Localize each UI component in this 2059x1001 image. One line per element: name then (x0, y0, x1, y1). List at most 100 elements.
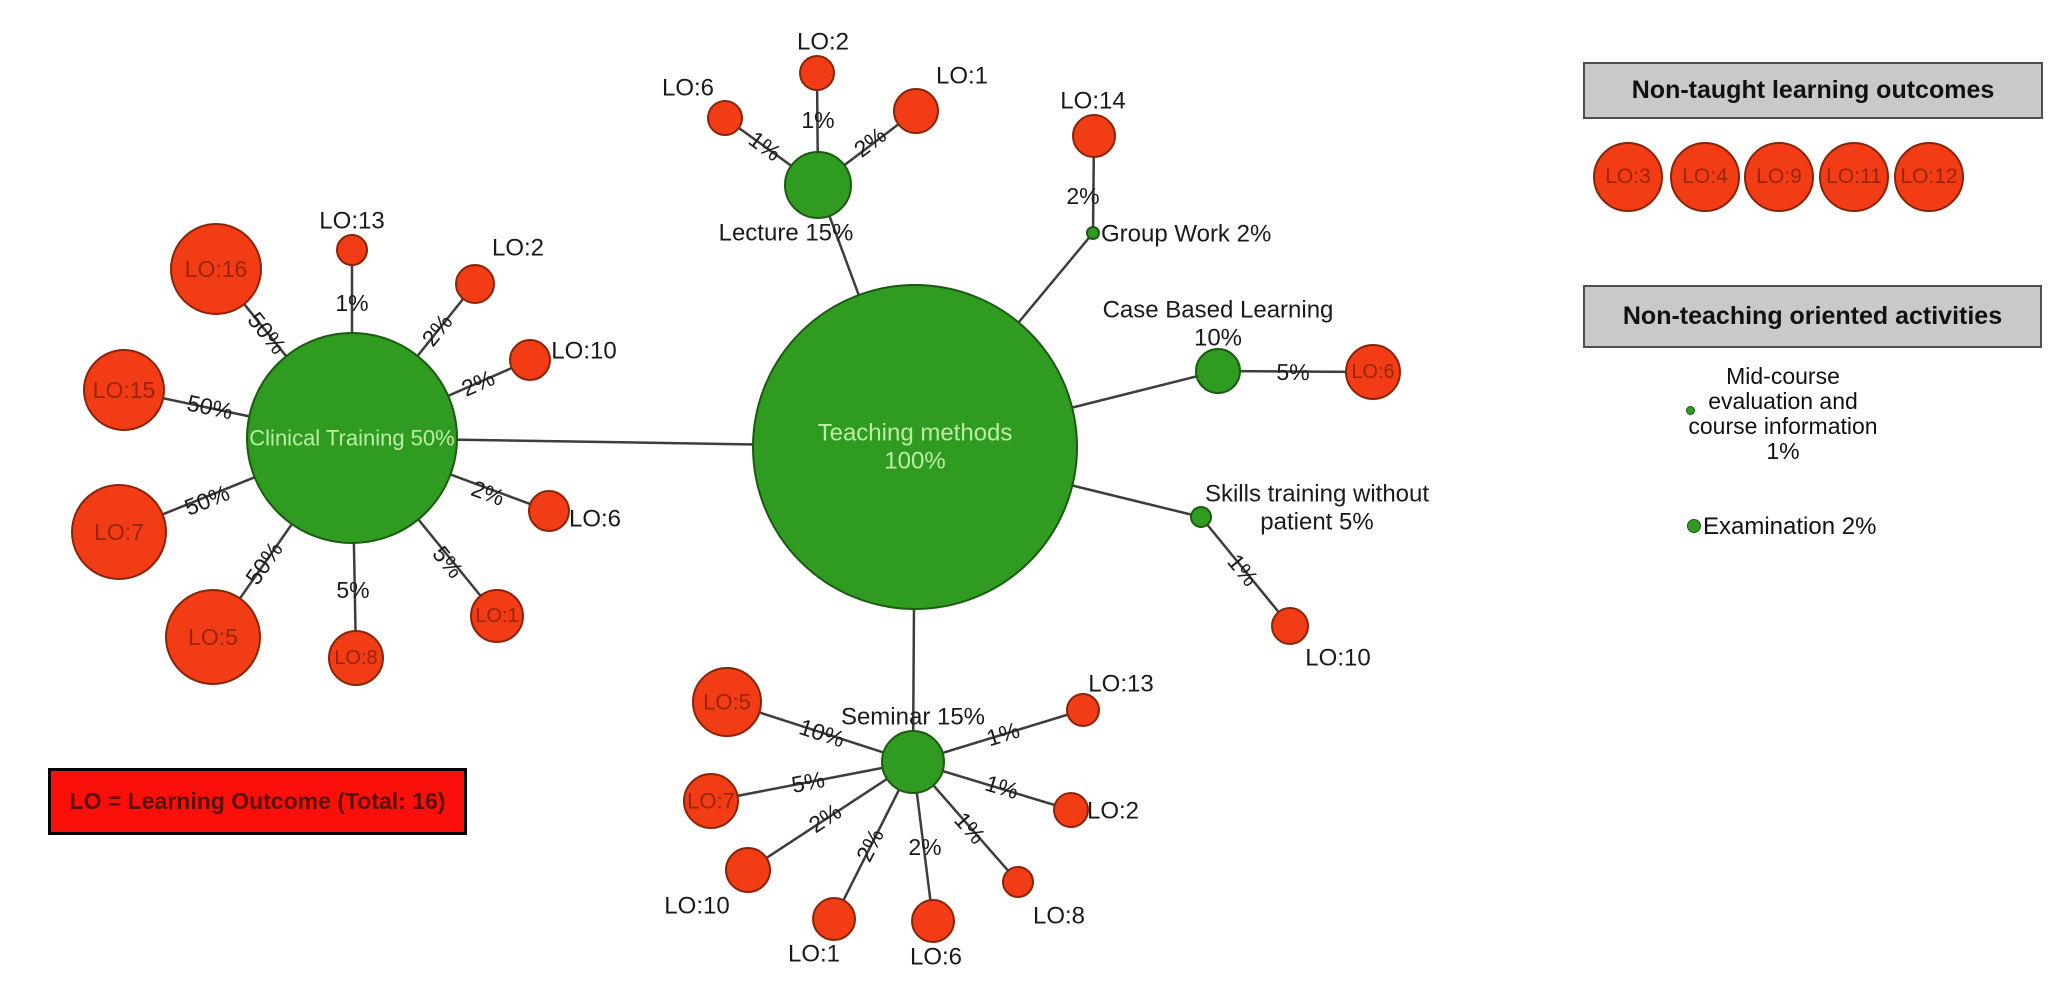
node-label-cl_lo8: LO:8 (334, 647, 377, 669)
non-taught-lo-label: LO:12 (1900, 165, 1958, 188)
edge-label-clinical-cl_lo5: 50% (240, 537, 288, 590)
edge-label-seminar-sem_lo7: 5% (789, 766, 827, 798)
node-label-cl_lo1: LO:1 (475, 605, 518, 627)
non-taught-lo-label: LO:3 (1605, 165, 1651, 188)
edge-label-seminar-sem_lo1: 2% (851, 824, 889, 865)
edge-label-clinical-cl_lo8: 5% (336, 577, 369, 603)
node-cl_lo5 (165, 589, 261, 685)
node-sem_lo2 (1053, 792, 1089, 828)
node-label-sem_lo6: LO:6 (910, 944, 962, 971)
edge-label-cbl-cbl_lo6: 5% (1276, 359, 1309, 385)
node-cl_lo16 (170, 223, 262, 315)
edge-label-clinical-cl_lo13: 1% (335, 290, 368, 316)
non-taught-lo-chip: LO:12 (1894, 142, 1964, 212)
node-label-sem_lo1: LO:1 (788, 941, 840, 968)
node-label-cl_lo16: LO:16 (185, 256, 248, 282)
node-cbl_lo6 (1345, 344, 1401, 400)
node-teaching (752, 284, 1078, 610)
edge-label-lecture-lec_lo2: 1% (801, 107, 834, 133)
node-sem_lo6 (911, 899, 955, 943)
non-taught-lo-chip: LO:3 (1593, 142, 1663, 212)
node-label-cbl: Case Based Learning (1103, 297, 1334, 324)
node-label-groupwork: Group Work 2% (1101, 221, 1271, 248)
non-taught-lo-label: LO:4 (1682, 165, 1728, 188)
node-cl_lo7 (71, 484, 167, 580)
node-label-sem_lo5: LO:5 (703, 690, 751, 715)
node-label-cbl_lo6: LO:6 (1351, 361, 1394, 383)
node-lecture (784, 151, 852, 219)
node-lec_lo1 (893, 88, 939, 134)
node-gw_lo14 (1072, 114, 1116, 158)
examination-label: Examination 2% (1703, 513, 1877, 540)
node-label-cl_lo13: LO:13 (319, 208, 384, 235)
edge-label-seminar-sem_lo6: 2% (908, 834, 941, 860)
edge-seminar-sem_lo7 (710, 760, 914, 803)
non-taught-lo-chip: LO:9 (1744, 142, 1814, 212)
edge-seminar-sem_lo10 (747, 760, 914, 872)
node-label-cbl: 10% (1194, 325, 1242, 352)
node-label-cl_lo2: LO:2 (492, 235, 544, 262)
node-cbl (1195, 348, 1241, 394)
edge-label-clinical-cl_lo16: 50% (242, 307, 291, 359)
non-teaching-activities-title: Non-teaching oriented activities (1622, 302, 2003, 330)
lo-abbreviation-note: LO = Learning Outcome (Total: 16) (48, 768, 467, 835)
node-label-teaching: 100% (884, 448, 945, 475)
node-lec_lo2 (799, 55, 835, 91)
node-sem_lo1 (812, 897, 856, 941)
node-label-seminar: Seminar 15% (841, 704, 985, 731)
midcourse-evaluation-dot (1686, 406, 1695, 415)
node-sem_lo13 (1066, 693, 1100, 727)
node-label-lecture: Lecture 15% (719, 220, 854, 247)
edge-label-seminar-sem_lo2: 1% (982, 770, 1021, 805)
node-sem_lo8 (1002, 866, 1034, 898)
edge-label-groupwork-gw_lo14: 2% (1066, 183, 1099, 209)
node-cl_lo8 (328, 630, 384, 686)
node-sem_lo7 (683, 773, 739, 829)
non-teaching-activities-header: Non-teaching oriented activities (1583, 285, 2042, 348)
edge-label-clinical-cl_lo15: 50% (185, 390, 235, 425)
node-seminar (881, 730, 945, 794)
lo-abbreviation-note-text: LO = Learning Outcome (Total: 16) (69, 788, 446, 814)
node-label-gw_lo14: LO:14 (1060, 88, 1125, 115)
node-label-lec_lo2: LO:2 (797, 29, 849, 56)
edge-label-clinical-cl_lo6: 2% (468, 475, 508, 511)
node-label-cl_lo5: LO:5 (188, 624, 238, 650)
node-label-sem_lo8: LO:8 (1033, 903, 1085, 930)
node-label-lec_lo6: LO:6 (662, 75, 714, 102)
edge-label-clinical-cl_lo10: 2% (458, 364, 499, 401)
node-cl_lo15 (83, 349, 165, 431)
non-taught-lo-label: LO:9 (1756, 165, 1802, 188)
node-label-sem_lo7: LO:7 (687, 789, 735, 814)
node-label-clinical: Clinical Training 50% (249, 426, 454, 451)
node-label-skills: patient 5% (1260, 509, 1373, 536)
node-cl_lo13 (336, 234, 368, 266)
node-label-teaching: Teaching methods (818, 420, 1013, 447)
node-cl_lo2 (455, 264, 495, 304)
node-label-sk_lo10: LO:10 (1305, 645, 1370, 672)
node-cl_lo10 (509, 339, 551, 381)
node-sem_lo10 (725, 847, 771, 893)
edge-label-clinical-cl_lo7: 50% (181, 479, 233, 520)
non-taught-lo-chip: LO:11 (1819, 142, 1889, 212)
edge-label-seminar-sem_lo10: 2% (804, 798, 846, 838)
node-cl_lo6 (528, 490, 570, 532)
node-clinical (246, 332, 458, 544)
edge-label-lecture-lec_lo6: 1% (744, 126, 786, 167)
non-taught-outcomes-title: Non-taught learning outcomes (1631, 76, 1995, 104)
node-label-skills: Skills training without (1205, 481, 1429, 508)
node-label-sem_lo13: LO:13 (1088, 671, 1153, 698)
edge-skills-sk_lo10 (1200, 516, 1291, 627)
node-label-cl_lo10: LO:10 (551, 338, 616, 365)
node-label-sem_lo2: LO:2 (1087, 798, 1139, 825)
edge-label-clinical-cl_lo1: 5% (427, 541, 468, 583)
node-label-lec_lo1: LO:1 (936, 63, 988, 90)
node-label-sem_lo10: LO:10 (664, 893, 729, 920)
edge-label-seminar-sem_lo13: 1% (983, 717, 1022, 752)
node-cl_lo1 (470, 589, 524, 643)
non-taught-lo-label: LO:11 (1826, 165, 1882, 188)
node-groupwork (1086, 226, 1100, 240)
non-taught-lo-chip: LO:4 (1670, 142, 1740, 212)
node-skills (1190, 506, 1212, 528)
